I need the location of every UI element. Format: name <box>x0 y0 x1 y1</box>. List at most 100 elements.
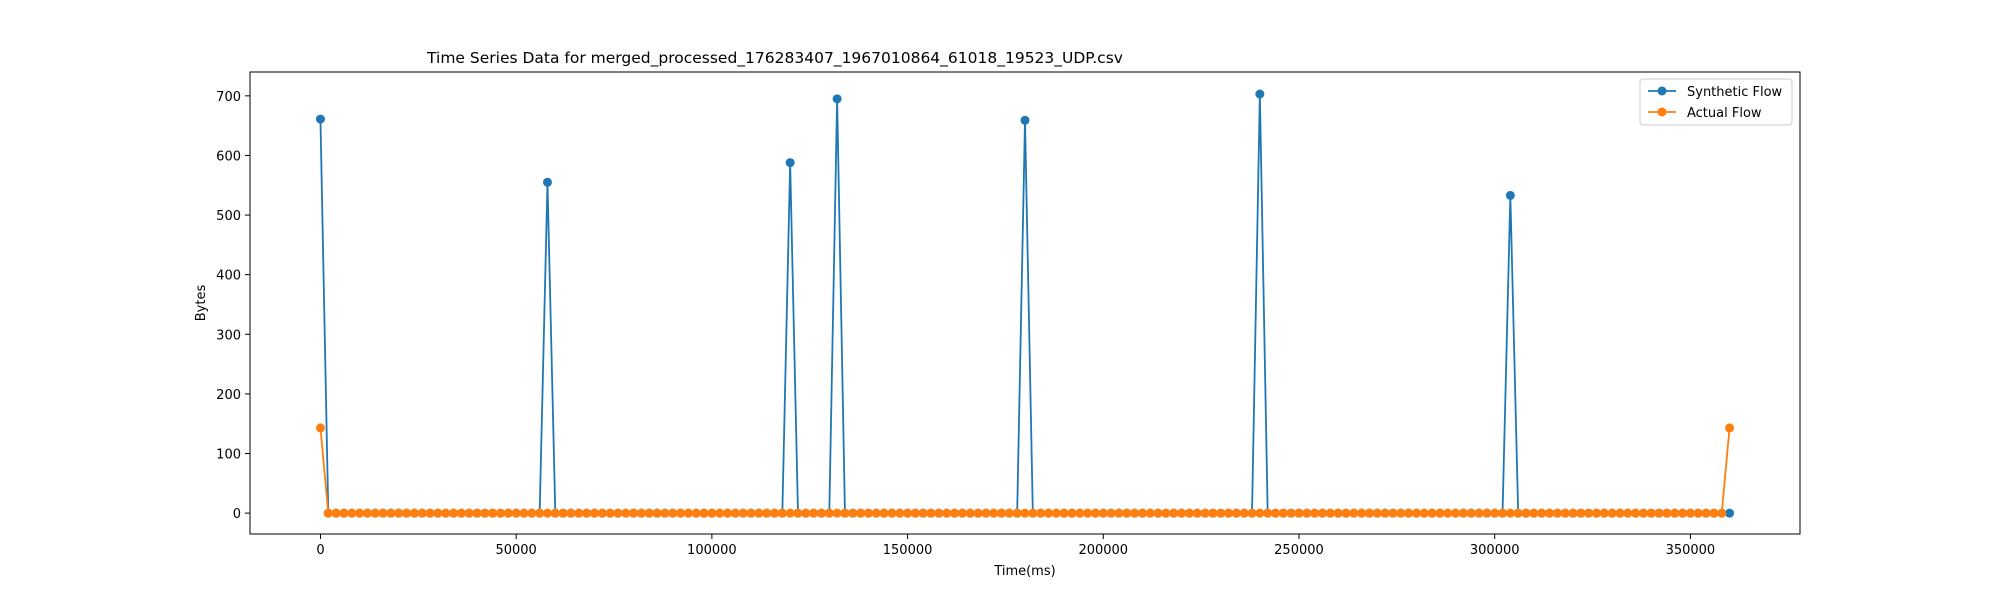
data-point-actual-flow <box>824 508 834 518</box>
data-point-actual-flow <box>433 508 443 518</box>
series-actual-flow <box>315 423 1735 518</box>
data-point-actual-flow <box>1717 508 1727 518</box>
data-point-actual-flow <box>378 508 388 518</box>
data-point-actual-flow <box>1271 508 1281 518</box>
data-point-actual-flow <box>527 508 537 518</box>
data-point-actual-flow <box>1231 508 1241 518</box>
data-point-synthetic-flow <box>1020 115 1030 125</box>
data-point-actual-flow <box>816 508 826 518</box>
data-point-actual-flow <box>1224 508 1234 518</box>
data-point-actual-flow <box>1216 508 1226 518</box>
data-point-actual-flow <box>723 508 733 518</box>
data-point-actual-flow <box>1145 508 1155 518</box>
data-point-actual-flow <box>1083 508 1093 518</box>
data-point-actual-flow <box>1685 508 1695 518</box>
x-tick-label: 150000 <box>883 543 933 558</box>
data-point-actual-flow <box>1278 508 1288 518</box>
data-point-actual-flow <box>1498 508 1508 518</box>
data-point-actual-flow <box>1670 508 1680 518</box>
data-point-actual-flow <box>1090 508 1100 518</box>
data-point-actual-flow <box>1638 508 1648 518</box>
data-point-actual-flow <box>793 508 803 518</box>
data-point-actual-flow <box>417 508 427 518</box>
data-point-actual-flow <box>402 508 412 518</box>
data-point-actual-flow <box>1184 508 1194 518</box>
data-point-actual-flow <box>1239 508 1249 518</box>
data-point-actual-flow <box>1317 508 1327 518</box>
x-tick-label: 300000 <box>1470 543 1520 558</box>
data-point-actual-flow <box>644 508 654 518</box>
data-point-actual-flow <box>409 508 419 518</box>
data-point-actual-flow <box>1357 508 1367 518</box>
data-point-actual-flow <box>1552 508 1562 518</box>
data-point-actual-flow <box>1036 508 1046 518</box>
data-point-actual-flow <box>1544 508 1554 518</box>
data-point-actual-flow <box>1646 508 1656 518</box>
data-point-actual-flow <box>425 508 435 518</box>
data-point-actual-flow <box>629 508 639 518</box>
data-point-actual-flow <box>1427 508 1437 518</box>
data-point-actual-flow <box>738 508 748 518</box>
y-axis-title: Bytes <box>194 285 209 322</box>
data-point-actual-flow <box>926 508 936 518</box>
data-point-actual-flow <box>370 508 380 518</box>
data-point-actual-flow <box>707 508 717 518</box>
data-point-actual-flow <box>1098 508 1108 518</box>
data-point-actual-flow <box>1349 508 1359 518</box>
data-point-synthetic-flow <box>542 177 552 187</box>
data-point-actual-flow <box>1137 508 1147 518</box>
data-point-actual-flow <box>1208 508 1218 518</box>
data-point-actual-flow <box>315 423 325 433</box>
data-point-actual-flow <box>1200 508 1210 518</box>
data-point-actual-flow <box>503 508 513 518</box>
y-tick-label: 200 <box>216 388 241 403</box>
y-tick-label: 600 <box>216 149 241 164</box>
legend-entry-synthetic-flow: Synthetic Flow <box>1648 85 1783 100</box>
data-point-actual-flow <box>691 508 701 518</box>
data-point-actual-flow <box>777 508 787 518</box>
data-point-actual-flow <box>981 508 991 518</box>
x-tick-label: 50000 <box>495 543 536 558</box>
data-point-actual-flow <box>535 508 545 518</box>
data-point-actual-flow <box>1435 508 1445 518</box>
data-point-actual-flow <box>973 508 983 518</box>
data-point-actual-flow <box>1263 508 1273 518</box>
data-point-actual-flow <box>1576 508 1586 518</box>
data-point-actual-flow <box>597 508 607 518</box>
series-layer <box>315 89 1735 518</box>
data-point-actual-flow <box>1404 508 1414 518</box>
data-point-actual-flow <box>871 508 881 518</box>
data-point-actual-flow <box>965 508 975 518</box>
data-point-actual-flow <box>621 508 631 518</box>
data-point-actual-flow <box>511 508 521 518</box>
data-point-actual-flow <box>1584 508 1594 518</box>
data-point-actual-flow <box>339 508 349 518</box>
legend-label-synthetic-flow: Synthetic Flow <box>1687 85 1783 100</box>
x-tick-label: 350000 <box>1666 543 1716 558</box>
data-point-actual-flow <box>1693 508 1703 518</box>
x-tick-label: 0 <box>316 543 324 558</box>
data-point-actual-flow <box>1028 508 1038 518</box>
data-point-actual-flow <box>1451 508 1461 518</box>
data-point-actual-flow <box>441 508 451 518</box>
data-point-actual-flow <box>1004 508 1014 518</box>
data-point-actual-flow <box>903 508 913 518</box>
data-point-actual-flow <box>863 508 873 518</box>
data-point-actual-flow <box>1607 508 1617 518</box>
data-point-actual-flow <box>910 508 920 518</box>
data-point-actual-flow <box>1380 508 1390 518</box>
x-tick-label: 250000 <box>1274 543 1324 558</box>
data-point-actual-flow <box>566 508 576 518</box>
data-point-synthetic-flow <box>785 158 795 168</box>
legend-marker-actual-flow <box>1657 107 1667 117</box>
data-point-actual-flow <box>832 508 842 518</box>
data-point-actual-flow <box>1419 508 1429 518</box>
data-point-actual-flow <box>1364 508 1374 518</box>
data-point-actual-flow <box>1051 508 1061 518</box>
data-point-actual-flow <box>769 508 779 518</box>
data-point-actual-flow <box>1130 508 1140 518</box>
data-point-actual-flow <box>386 508 396 518</box>
data-point-actual-flow <box>542 508 552 518</box>
y-tick-label: 300 <box>216 328 241 343</box>
data-point-synthetic-flow <box>832 94 842 104</box>
